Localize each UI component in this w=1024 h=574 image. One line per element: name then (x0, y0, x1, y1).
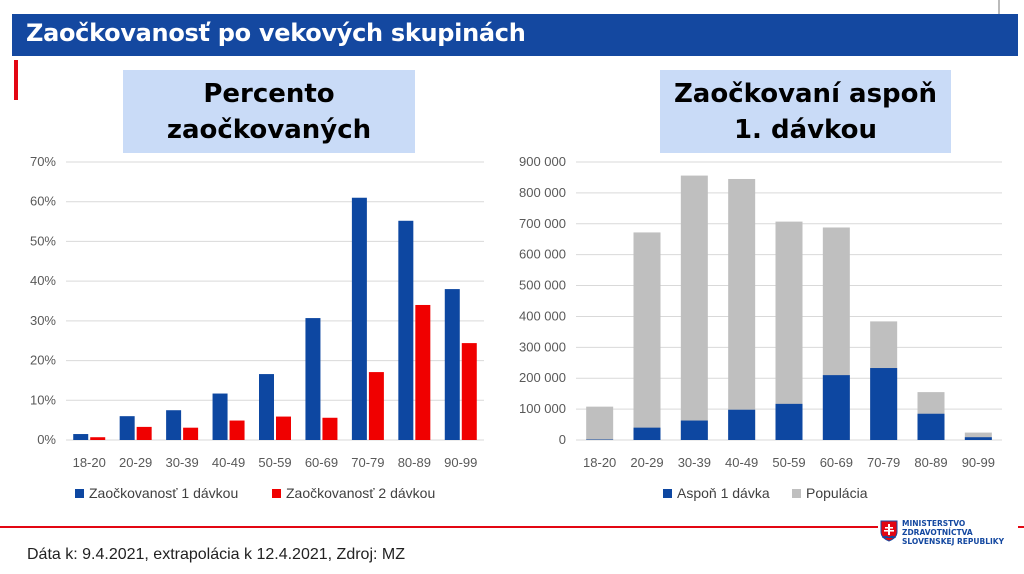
y-tick-label: 30% (30, 313, 56, 328)
bar-aspon-1-davka (917, 413, 945, 440)
y-tick-label: 400 000 (519, 308, 566, 323)
y-tick-label: 100 000 (519, 401, 566, 416)
bar-dose2 (90, 437, 106, 440)
bar-populacia (680, 175, 708, 440)
y-tick-label: 800 000 (519, 185, 566, 200)
ministry-logo-block: MINISTERSTVO ZDRAVOTNÍCTVA SLOVENSKEJ RE… (878, 516, 1018, 550)
legend-label: Zaočkovanosť 2 dávkou (286, 485, 435, 501)
bar-dose2 (415, 304, 431, 440)
legend-label: Populácia (806, 485, 868, 501)
y-tick-label: 900 000 (519, 154, 566, 169)
x-tick-label: 80-89 (398, 455, 431, 470)
y-tick-label: 0% (37, 432, 56, 447)
y-tick-label: 600 000 (519, 247, 566, 262)
bar-dose1 (119, 416, 135, 440)
x-tick-label: 40-49 (725, 455, 758, 470)
bar-populacia (633, 232, 661, 440)
vaccinated-count-chart: 0 100 000 200 000 300 000 400 000 500 000 600 … (519, 154, 1002, 501)
right-chart-title-line2: 1. dávkou (733, 114, 878, 145)
footer-divider (0, 526, 1024, 528)
left-chart-title-line1: Percento (203, 78, 335, 109)
x-tick-label: 70-79 (867, 455, 900, 470)
bar-dose1 (444, 289, 460, 440)
right-chart-title: Zaočkovaní aspoň 1. dávkou (660, 70, 951, 153)
ministry-name: MINISTERSTVO ZDRAVOTNÍCTVA SLOVENSKEJ RE… (902, 519, 1004, 546)
x-tick-label: 80-89 (914, 455, 947, 470)
legend-label: Aspoň 1 dávka (677, 485, 770, 501)
bar-populacia (728, 178, 756, 440)
legend-swatch (75, 489, 84, 498)
page-title: Zaočkovanosť po vekových skupinách (26, 19, 526, 47)
y-tick-label: 0 (559, 432, 566, 447)
bar-dose1 (73, 434, 89, 440)
bar-dose2 (183, 427, 199, 440)
x-tick-label: 90-99 (444, 455, 477, 470)
bar-dose1 (259, 374, 274, 440)
bar-dose2 (276, 416, 291, 440)
bar-dose1 (351, 197, 367, 440)
bar-populacia (964, 432, 992, 440)
y-tick-label: 70% (30, 154, 56, 169)
left-chart-title-line2: zaočkovaných (166, 114, 372, 145)
divider (998, 0, 1000, 14)
bar-populacia (586, 406, 614, 440)
legend-swatch (792, 489, 801, 498)
source-note: Dáta k: 9.4.2021, extrapolácia k 12.4.20… (27, 546, 405, 563)
bar-dose2 (368, 372, 384, 440)
bar-aspon-1-davka (633, 427, 661, 440)
percent-vaccinated-chart: 0% 10% 20% 30% 40% 50% 60% 70% 18-20 20-29 30-39 40… (30, 154, 484, 501)
x-tick-label: 18-20 (583, 455, 616, 470)
header-bar: Zaočkovanosť po vekových skupinách (12, 14, 1018, 56)
x-tick-label: 40-49 (212, 455, 245, 470)
y-tick-label: 200 000 (519, 370, 566, 385)
y-tick-label: 20% (30, 353, 56, 368)
bar-dose2 (229, 420, 245, 440)
bar-aspon-1-davka (728, 409, 756, 440)
x-tick-label: 70-79 (351, 455, 384, 470)
y-tick-label: 700 000 (519, 216, 566, 231)
bar-dose2 (136, 426, 152, 440)
accent-mark (14, 60, 18, 100)
right-chart-title-line1: Zaočkovaní aspoň (673, 78, 938, 109)
y-tick-label: 40% (30, 273, 56, 288)
x-tick-label: 60-69 (820, 455, 853, 470)
legend-swatch (272, 489, 281, 498)
bar-dose1 (305, 318, 321, 440)
left-chart-title: Percento zaočkovaných (123, 70, 415, 153)
x-tick-label: 20-29 (630, 455, 663, 470)
bar-dose1 (212, 393, 228, 440)
legend-label: Zaočkovanosť 1 dávkou (89, 485, 238, 501)
bar-aspon-1-davka (964, 437, 992, 440)
y-tick-label: 60% (30, 194, 56, 209)
y-tick-label: 500 000 (519, 278, 566, 293)
bar-dose1 (166, 410, 182, 440)
ministry-line2: ZDRAVOTNÍCTVA (902, 528, 973, 537)
x-tick-label: 30-39 (678, 455, 711, 470)
ministry-line1: MINISTERSTVO (902, 519, 966, 528)
coat-of-arms-icon (880, 520, 898, 542)
x-tick-label: 50-59 (772, 455, 805, 470)
x-tick-label: 20-29 (119, 455, 152, 470)
y-tick-label: 50% (30, 233, 56, 248)
bar-dose2 (461, 343, 477, 440)
bar-dose2 (322, 417, 338, 440)
ministry-line3: SLOVENSKEJ REPUBLIKY (902, 537, 1005, 546)
x-tick-label: 18-20 (73, 455, 106, 470)
x-tick-label: 50-59 (258, 455, 291, 470)
x-tick-label: 90-99 (962, 455, 995, 470)
bar-aspon-1-davka (822, 375, 850, 440)
bar-aspon-1-davka (775, 403, 803, 440)
y-tick-label: 300 000 (519, 339, 566, 354)
y-tick-label: 10% (30, 392, 56, 407)
x-tick-label: 60-69 (305, 455, 338, 470)
legend-swatch (663, 489, 672, 498)
bar-populacia (775, 221, 803, 440)
bar-dose1 (398, 220, 414, 440)
bar-aspon-1-davka (680, 420, 708, 440)
bar-aspon-1-davka (870, 368, 898, 440)
x-tick-label: 30-39 (165, 455, 198, 470)
